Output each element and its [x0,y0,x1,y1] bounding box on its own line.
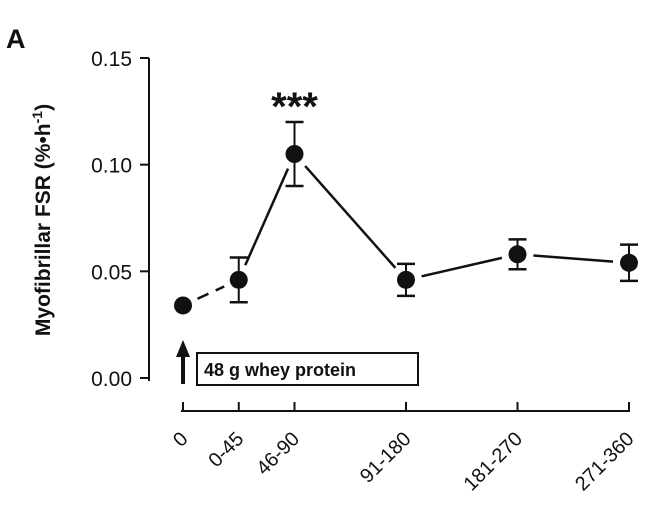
x-ticks: 0 0-45 46-90 91-180 181-270 271-360 [169,402,639,495]
y-axis-title-superscript: -1 [29,111,45,124]
line-segment-3 [421,256,503,278]
y-axis-title-text: Myofibrillar FSR (%•h [32,123,55,336]
line-segment-0 [197,285,225,300]
y-tick-label-2: 0.10 [91,155,132,178]
data-point-1 [229,270,248,289]
x-tick-label-4: 181-270 [460,428,527,495]
panel-label: A [6,24,26,54]
y-ticks: 0.00 0.05 0.10 0.15 [91,48,149,391]
x-tick-label-1: 0-45 [204,428,248,472]
annotation-label: 48 g whey protein [204,360,356,380]
x-tick-label-0: 0 [169,428,192,451]
whey-annotation: 48 g whey protein [176,340,419,386]
y-axis-title: Myofibrillar FSR (%•h-1) [29,104,55,336]
line-segment-1 [244,168,290,266]
data-point-5 [620,253,638,272]
data-point-3 [397,270,415,289]
y-tick-label-1: 0.05 [91,261,132,284]
data-point-0 [174,296,192,315]
y-tick-label-3: 0.15 [91,48,132,71]
data-point-4 [508,245,527,264]
x-tick-label-2: 46-90 [252,428,304,480]
series-1 [174,120,638,315]
data-point-2 [285,145,304,163]
annotation-arrow-head [176,340,190,357]
significance-label: *** [271,85,318,129]
annotation-box [196,352,419,386]
line-segment-2 [304,165,397,269]
y-axis-title-close: ) [32,104,55,111]
y-tick-label-0: 0.00 [91,368,132,391]
line-segment-4 [533,254,614,263]
x-tick-label-5: 271-360 [571,428,638,495]
x-tick-label-3: 91-180 [356,428,416,488]
